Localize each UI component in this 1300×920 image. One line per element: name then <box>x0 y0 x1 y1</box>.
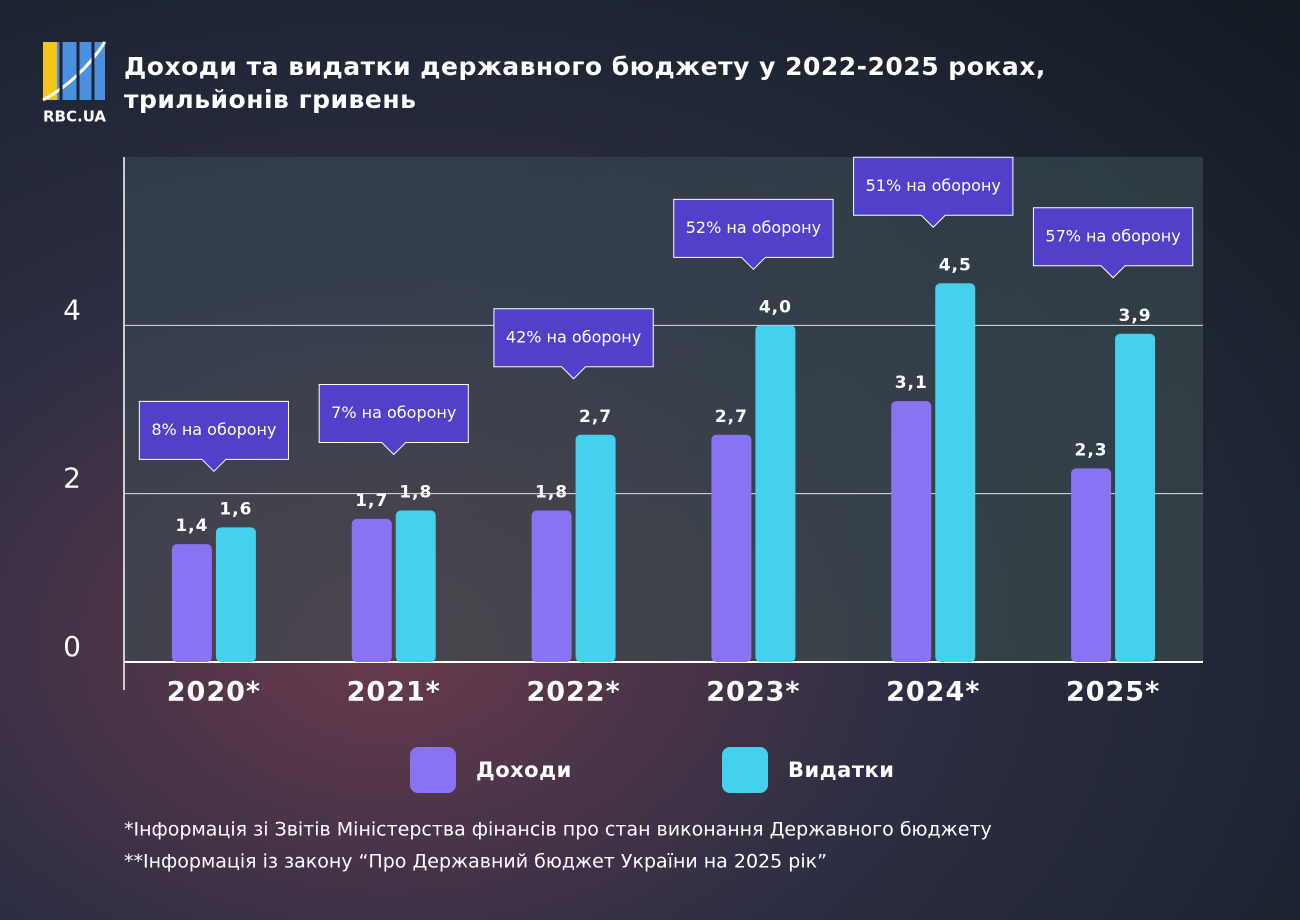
y-tick-label: 2 <box>63 462 81 495</box>
annotation: 7% на оборону <box>331 403 456 422</box>
annotation: 8% на оборону <box>151 420 276 439</box>
x-tick-label: 2024* <box>886 677 980 708</box>
callout-box <box>318 384 469 456</box>
bar <box>935 283 976 662</box>
value-label: 2,7 <box>579 407 612 427</box>
x-tick-label: 2023* <box>706 677 800 708</box>
footnote: *Інформація зі Звітів Міністерства фінан… <box>124 819 992 841</box>
annotation: 51% на оборону <box>866 176 1001 195</box>
annotation: 57% на оборону <box>1045 226 1180 245</box>
bar <box>1115 333 1156 662</box>
value-label: 2,3 <box>1075 440 1108 460</box>
value-label: 2,7 <box>715 407 748 427</box>
footnote: **Інформація із закону “Про Державний бю… <box>124 851 827 873</box>
legend-label: Доходи <box>476 758 572 782</box>
value-label: 1,8 <box>399 483 432 503</box>
bar <box>755 325 796 662</box>
bar <box>575 434 616 662</box>
value-label: 3,9 <box>1119 306 1152 326</box>
callout-box <box>1032 207 1194 279</box>
bar <box>395 510 436 662</box>
x-tick-label: 2021* <box>347 677 441 708</box>
x-tick-label: 2020* <box>167 677 261 708</box>
bar <box>711 434 752 662</box>
legend-swatch <box>410 747 456 793</box>
bar <box>351 518 392 662</box>
value-label: 3,1 <box>895 373 928 393</box>
callout-box <box>138 400 289 473</box>
x-tick-label: 2022* <box>526 677 620 708</box>
callout-box <box>853 156 1014 228</box>
plot-area <box>124 157 1203 662</box>
y-tick-label: 0 <box>63 630 81 663</box>
value-label: 1,7 <box>355 491 388 511</box>
callout-box <box>673 198 834 271</box>
value-label: 1,4 <box>175 516 208 536</box>
annotation: 42% на оборону <box>506 327 641 346</box>
legend-swatch <box>722 747 768 793</box>
x-tick-label: 2025* <box>1066 677 1160 708</box>
annotation: 52% на оборону <box>686 218 821 237</box>
callout-box <box>493 308 654 380</box>
value-label: 4,5 <box>939 255 972 275</box>
logo <box>42 41 107 102</box>
bar <box>215 527 256 662</box>
bar <box>891 401 932 662</box>
bar <box>1071 468 1112 662</box>
chart-title: Доходи та видатки державного бюджету у 2… <box>124 52 1046 114</box>
brand: RBC.UA <box>43 108 106 126</box>
value-label: 4,0 <box>759 297 792 317</box>
bar <box>531 510 572 662</box>
bar <box>171 544 212 662</box>
y-tick-label: 4 <box>63 293 81 326</box>
value-label: 1,6 <box>219 499 252 519</box>
legend-label: Видатки <box>788 758 895 782</box>
value-label: 1,8 <box>535 483 568 503</box>
